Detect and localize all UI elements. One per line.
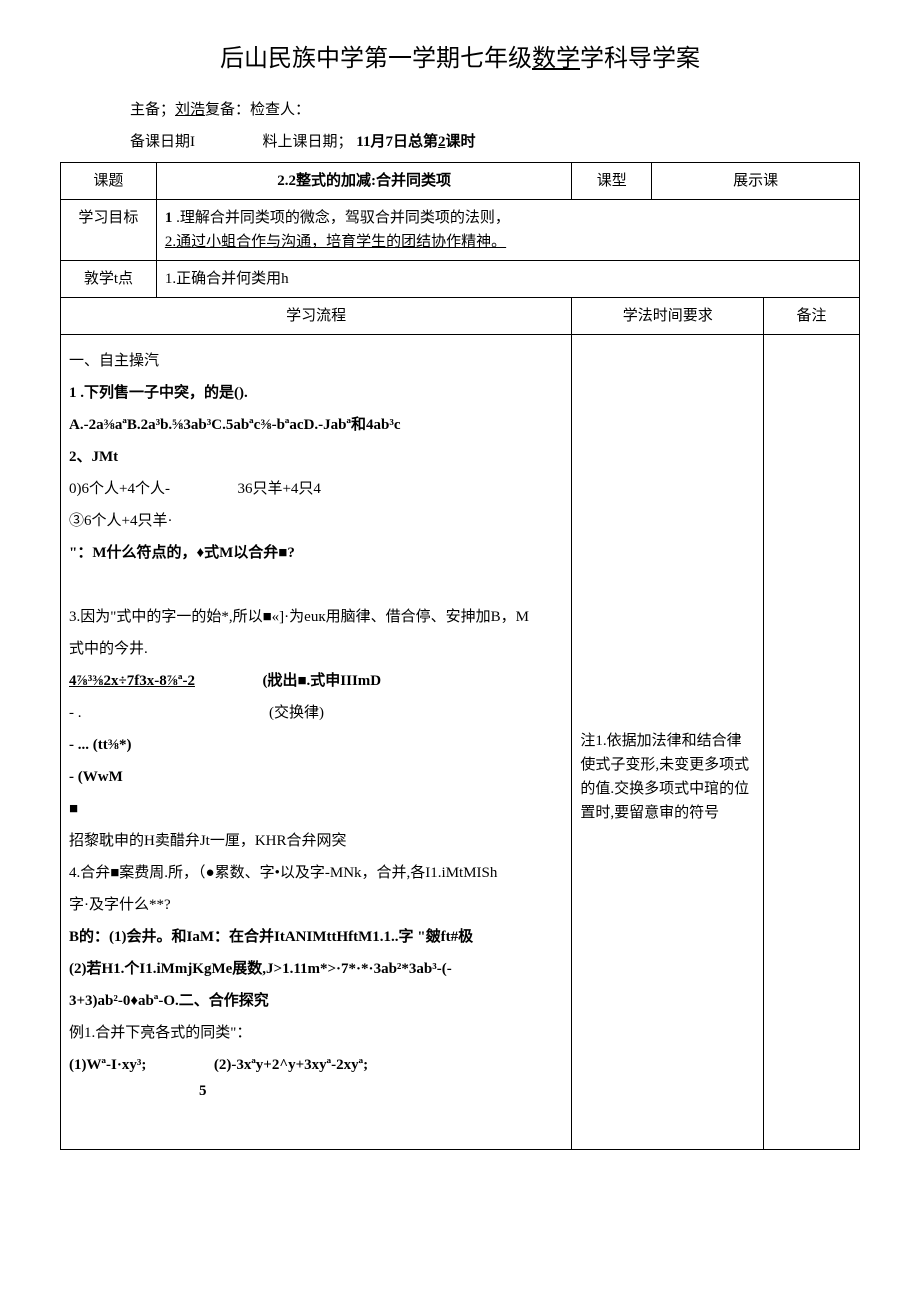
q3-r4: ■ — [69, 797, 563, 821]
row-topic: 课题 2.2整式的加减:合并同类项 课型 展示课 — [61, 163, 860, 200]
ex1-2: (2)-3xªy+2^y+3xyª-2xyª; — [214, 1057, 368, 1073]
goal-txt2: 2.通过小蛆合作与沟通，培育学生的团结协作精神。 — [165, 234, 506, 250]
meta-line-2: 备课日期I 料上课日期； 11月7日总第2课时 — [130, 130, 860, 154]
meta1-suffix: 复备：检查人： — [205, 102, 310, 118]
note-label: 备注 — [764, 298, 860, 335]
goal-value: 1 .理解合并同类项的微念，驾驭合并同类项的法则， 2.通过小蛆合作与沟通，培育… — [156, 200, 859, 261]
topic-value: 2.2整式的加减:合并同类项 — [156, 163, 571, 200]
q1: 1 .下列售一子中突，的是(). — [69, 381, 563, 405]
row-goal: 学习目标 1 .理解合并同类项的微念，驾驭合并同类项的法则， 2.通过小蛆合作与… — [61, 200, 860, 261]
title-suffix: 学科导学案 — [580, 46, 700, 72]
row-flow-header: 学习流程 学法时间要求 备注 — [61, 298, 860, 335]
q3b: 式中的今井. — [69, 637, 563, 661]
q2-line1: 0)6个人+4个人- 36只羊+4只4 — [69, 477, 563, 501]
q3-r1: - . (交换律) — [69, 701, 563, 725]
method-content: 注1.依据加法律和结合律使式子变形,未变更多项式的值.交换多项式中琯的位置时,要… — [572, 335, 764, 1150]
q2-line2: ③6个人+4只羊· — [69, 509, 563, 533]
q2-l1a: 0)6个人+4个人- — [69, 481, 170, 497]
title-prefix: 后山民族中学第一学期七年级 — [220, 46, 532, 72]
q1-txt: .下列售一子中突，的是(). — [77, 385, 248, 401]
ex1-frac: 5 — [199, 1079, 563, 1103]
meta2-a: 备课日期I — [130, 134, 195, 150]
row-content: 一、自主操汽 1 .下列售一子中突，的是(). A.-2a⅜aªB.2a³b.⅝… — [61, 335, 860, 1150]
ex1: 例1.合并下亮各式的同类"： — [69, 1021, 563, 1045]
method-label: 学法时间要求 — [572, 298, 764, 335]
b-line: B的：(1)会井。和IaM：在合并ItANIMttHftM1.1..字 "皴ft… — [69, 925, 563, 949]
lesson-table: 课题 2.2整式的加减:合并同类项 课型 展示课 学习目标 1 .理解合并同类项… — [60, 162, 860, 1150]
q3-r1-note: (交换律) — [269, 705, 324, 721]
q3-r2: - ... (tt⅜*) — [69, 733, 563, 757]
b-line2: (2)若H1.个I1.iMmjKgMe展数,J>1.11m*>·7*·*·3ab… — [69, 957, 563, 981]
section-1: 一、自主操汽 — [69, 349, 563, 373]
point-value: 1.正确合并何类用h — [156, 261, 859, 298]
q1-num: 1 — [69, 385, 77, 401]
flow-label: 学习流程 — [61, 298, 572, 335]
q3: 3.因为"式中的字一的始*,所以■«]·为euк用脑律、借合停、安抻加B，M — [69, 605, 563, 629]
goal-txt1: .理解合并同类项的微念，驾驭合并同类项的法则， — [172, 210, 510, 226]
q3-eq-note: (戕出■.式申IIImD — [262, 673, 381, 689]
b-line3: 3+3)ab²-0♦abª-O.二、合作探究 — [69, 989, 563, 1013]
meta2-c: 11月7日总第 — [356, 134, 438, 150]
meta1-prefix: 主备； — [130, 102, 175, 118]
q4b: 字·及字什么**? — [69, 893, 563, 917]
title-subject: 数学 — [532, 46, 580, 72]
q3-eq-main: 4⅞³⅜2x÷7f3x-8⅞ª-2 — [69, 673, 195, 689]
type-label: 课型 — [572, 163, 652, 200]
q3-r3: - (WwM — [69, 765, 563, 789]
q2-l1b: 36只羊+4只4 — [237, 481, 320, 497]
q3-sum: 招黎耽申的H卖醋弁Jt一厘，KHR合弁网突 — [69, 829, 563, 853]
q2-line3: "：M什么符点的，♦式M以合弁■? — [69, 541, 563, 565]
topic-label: 课题 — [61, 163, 157, 200]
point-label: 敦学t点 — [61, 261, 157, 298]
ex1-items: (1)Wª-I·xy³; (2)-3xªy+2^y+3xyª-2xyª; — [69, 1053, 563, 1077]
type-value: 展示课 — [652, 163, 860, 200]
remark-content — [764, 335, 860, 1150]
row-point: 敦学t点 1.正确合并何类用h — [61, 261, 860, 298]
q2: 2、JMt — [69, 445, 563, 469]
meta1-author: 刘浩 — [175, 102, 205, 118]
page-title: 后山民族中学第一学期七年级数学学科导学案 — [60, 40, 860, 78]
meta2-b: 料上课日期； — [263, 134, 353, 150]
goal-label: 学习目标 — [61, 200, 157, 261]
main-content: 一、自主操汽 1 .下列售一子中突，的是(). A.-2a⅜aªB.2a³b.⅝… — [61, 335, 572, 1150]
q1-options: A.-2a⅜aªB.2a³b.⅝3ab³C.5abªc⅜-bªacD.-Jabª… — [69, 413, 563, 437]
q3-eq: 4⅞³⅜2x÷7f3x-8⅞ª-2 (戕出■.式申IIImD — [69, 669, 563, 693]
meta2-e: 课时 — [445, 134, 475, 150]
q3-r1-txt: - . — [69, 705, 82, 721]
side-note: 注1.依据加法律和结合律使式子变形,未变更多项式的值.交换多项式中琯的位置时,要… — [580, 729, 755, 825]
meta-line-1: 主备；刘浩复备：检查人： — [130, 98, 860, 122]
ex1-1: (1)Wª-I·xy³; — [69, 1057, 146, 1073]
q4: 4.合弁■案费周.所，（●累数、字•以及字-MNk，合并,各I1.iMtMISh — [69, 861, 563, 885]
